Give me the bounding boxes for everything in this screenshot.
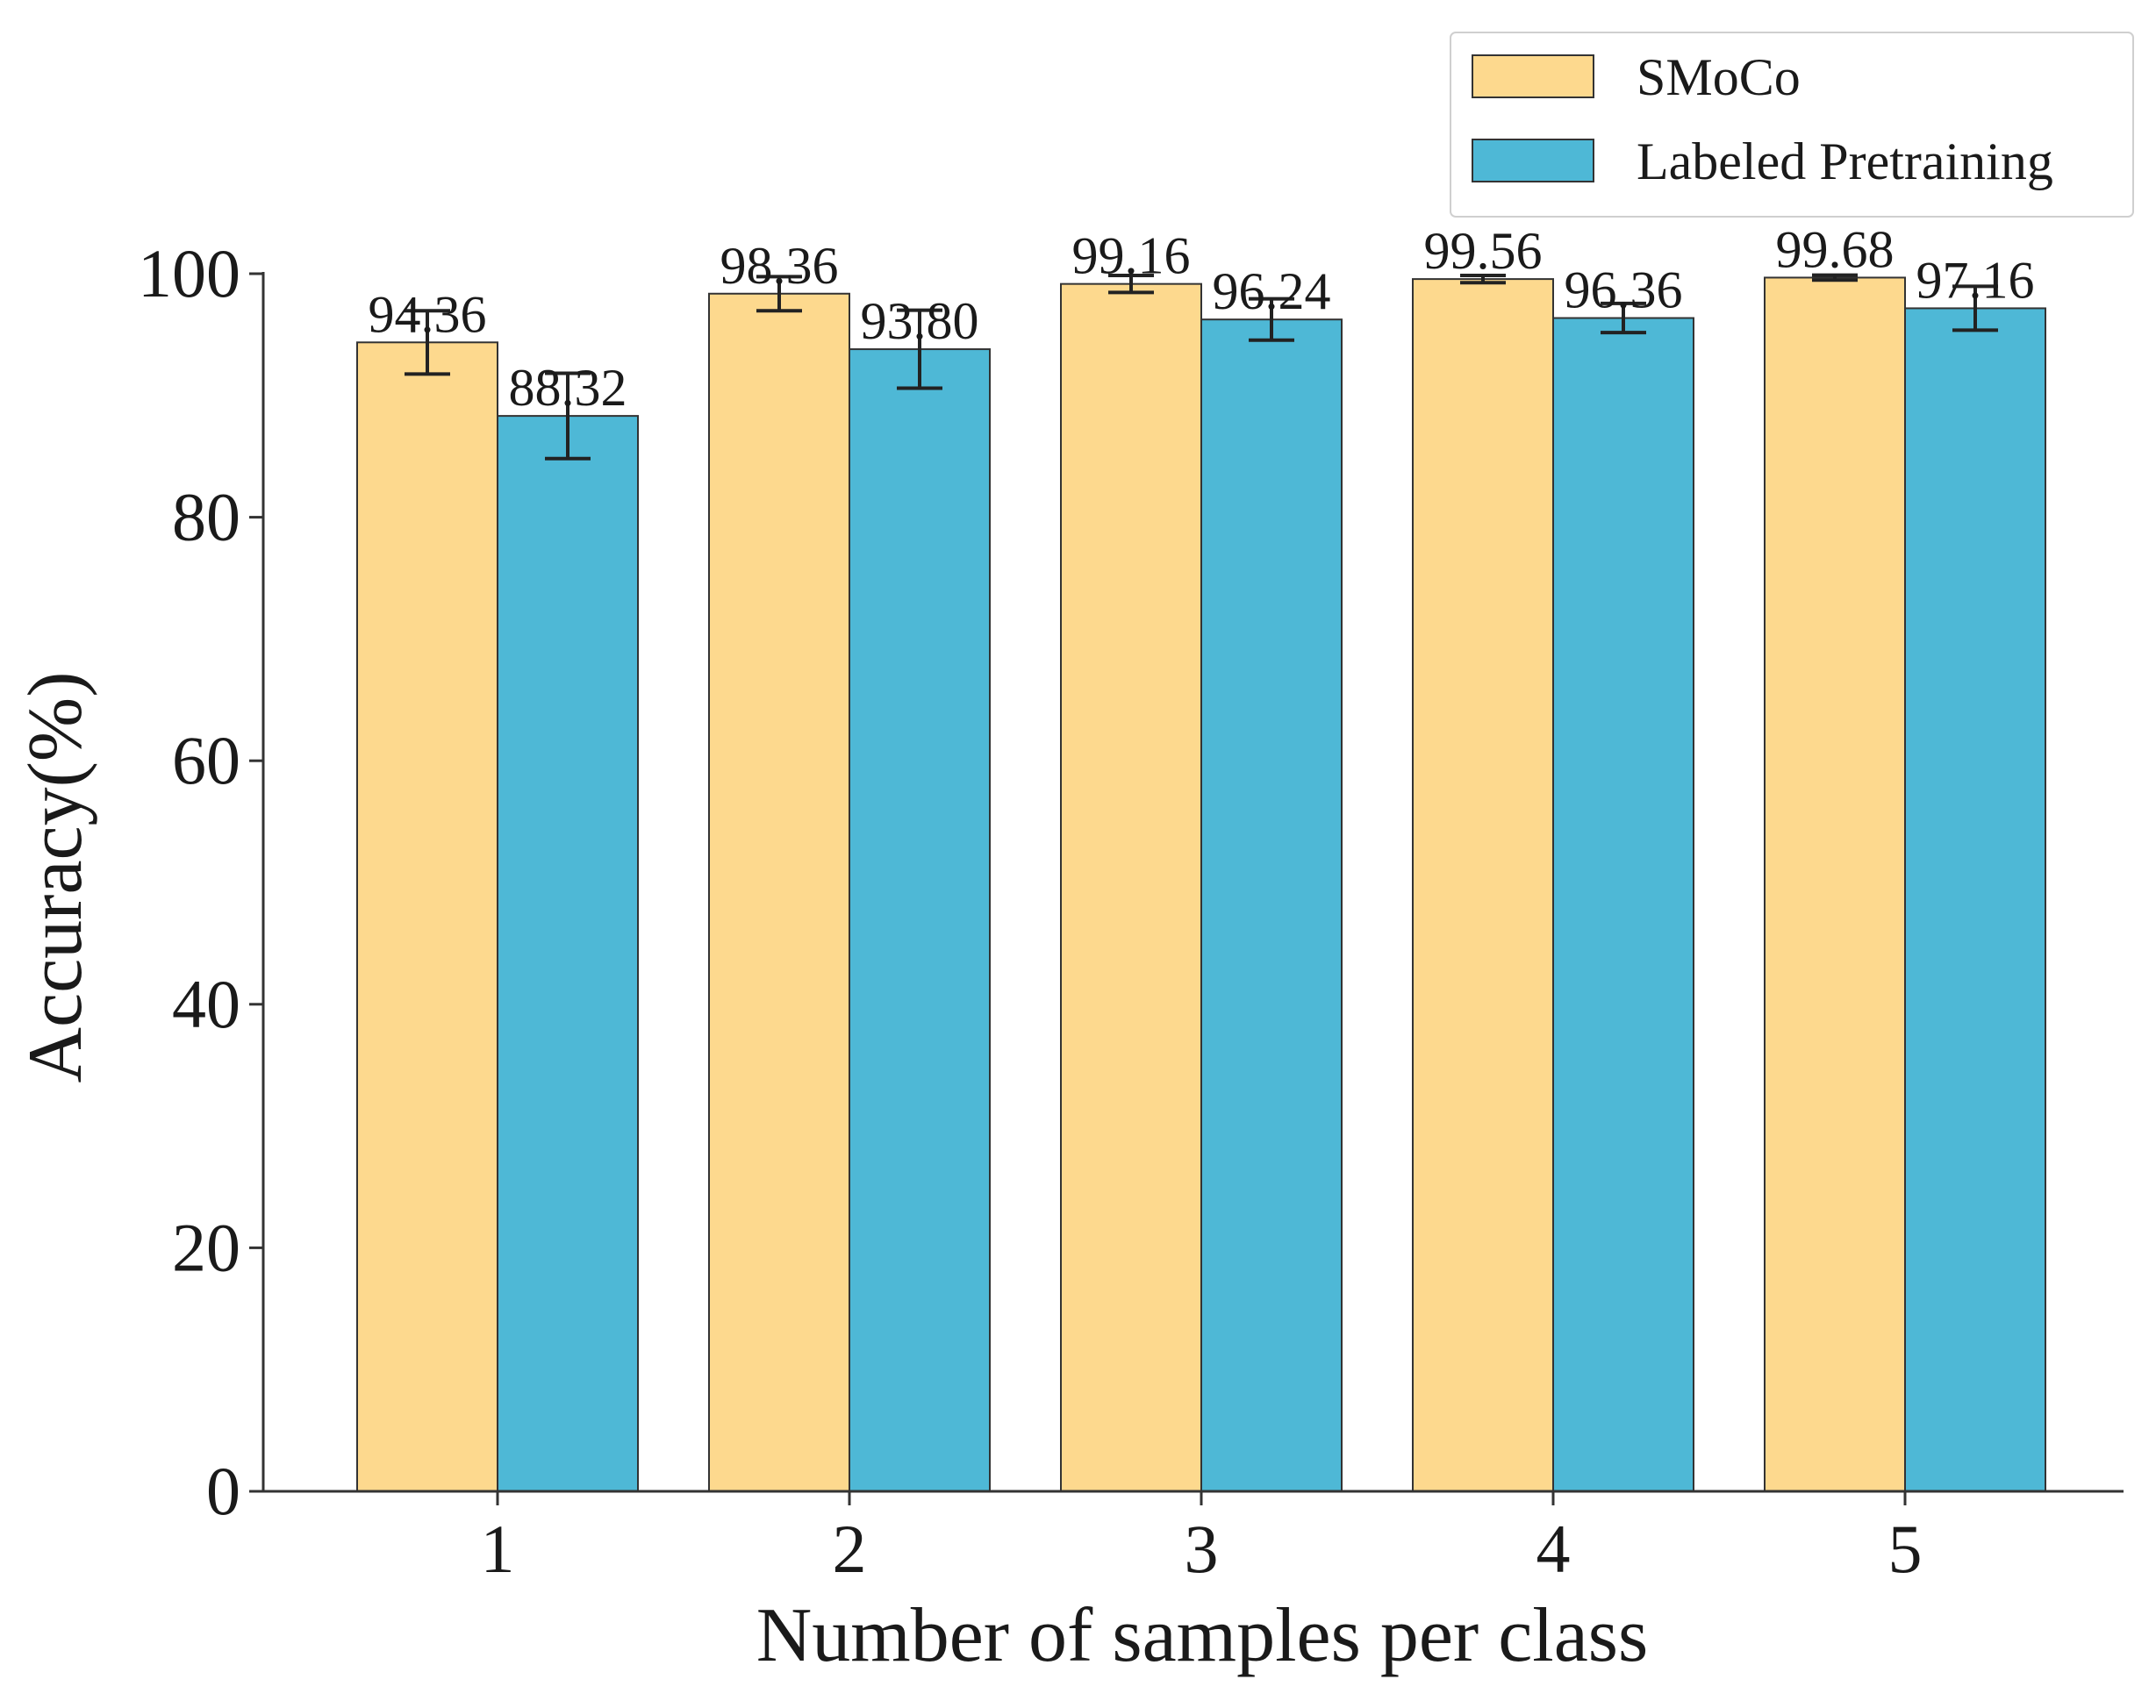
data-label-labeled-pretraining-5: 97.16 (1916, 251, 2035, 309)
x-tick-label-1: 1 (481, 1511, 515, 1587)
x-tick-label-2: 2 (833, 1511, 867, 1587)
error-bar-smoco-2 (756, 275, 802, 313)
x-tick-label-5: 5 (1888, 1511, 1923, 1587)
data-label-smoco-2: 98.36 (720, 237, 839, 295)
bar-smoco-5 (1764, 276, 1906, 1492)
error-bar-smoco-1 (405, 309, 450, 376)
legend-swatch-labeled-pretraining (1472, 139, 1594, 182)
data-label-labeled-pretraining-2: 93.80 (861, 292, 979, 350)
error-bar-smoco-3 (1108, 273, 1154, 295)
bar-labeled-pretraining-4 (1552, 317, 1694, 1492)
error-bar-labeled-pretraining-2 (897, 308, 942, 390)
data-label-labeled-pretraining-4: 96.36 (1565, 261, 1683, 319)
bar-smoco-3 (1060, 282, 1202, 1493)
x-tick-label-4: 4 (1536, 1511, 1571, 1587)
legend-swatch-smoco (1472, 54, 1594, 98)
x-tick-label-3: 3 (1185, 1511, 1219, 1587)
legend-label-labeled-pretraining: Labeled Pretraining (1637, 132, 2053, 190)
bars-layer (356, 276, 2046, 1493)
error-bar-labeled-pretraining-1 (545, 371, 591, 461)
y-tick-label-0: 0 (206, 1453, 240, 1529)
error-bar-labeled-pretraining-4 (1601, 301, 1646, 335)
data-label-labeled-pretraining-3: 96.24 (1213, 262, 1331, 320)
y-tick-label-40: 40 (172, 966, 240, 1042)
bar-labeled-pretraining-5 (1904, 307, 2046, 1492)
error-bar-smoco-5 (1812, 273, 1858, 282)
data-labels-layer: 94.36 88.32 98.36 93.80 99.16 96.24 99.56 96.36… (369, 220, 2035, 417)
y-tick-label-80: 80 (172, 479, 240, 555)
error-bar-labeled-pretraining-3 (1249, 297, 1294, 342)
y-tick-label-60: 60 (172, 722, 240, 798)
legend: SMoCo Labeled Pretraining (1450, 32, 2134, 218)
y-tick-label-100: 100 (138, 235, 240, 311)
error-bar-labeled-pretraining-5 (1952, 284, 1998, 332)
axes-layer: 0 20 40 60 80 100 1 2 3 4 5 (138, 235, 2124, 1587)
bar-labeled-pretraining-3 (1200, 318, 1343, 1492)
data-label-smoco-5: 99.68 (1776, 220, 1895, 278)
x-axis-title: Number of samples per class (756, 1593, 1649, 1678)
bar-labeled-pretraining-1 (497, 415, 639, 1492)
y-axis-title: Accuracy(%) (13, 671, 98, 1083)
legend-box (1450, 32, 2134, 218)
y-tick-label-20: 20 (172, 1209, 240, 1285)
bar-smoco-1 (356, 341, 498, 1492)
error-bar-smoco-4 (1460, 273, 1506, 285)
data-label-smoco-3: 99.16 (1072, 227, 1191, 285)
data-label-labeled-pretraining-1: 88.32 (509, 359, 627, 417)
data-label-smoco-4: 99.56 (1424, 222, 1543, 280)
error-bars-layer (405, 273, 1998, 461)
bar-labeled-pretraining-2 (849, 348, 991, 1492)
legend-label-smoco: SMoCo (1637, 48, 1801, 106)
bar-smoco-4 (1412, 278, 1554, 1493)
data-label-smoco-1: 94.36 (369, 285, 487, 343)
bar-smoco-2 (708, 292, 850, 1493)
